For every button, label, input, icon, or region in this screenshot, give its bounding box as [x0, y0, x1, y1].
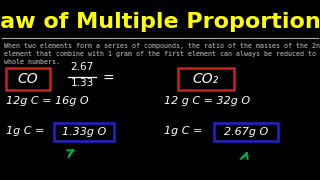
- Bar: [6, 68, 50, 90]
- Text: 2.67g O: 2.67g O: [224, 127, 268, 137]
- Text: 1.33: 1.33: [70, 78, 94, 88]
- Text: 1g C =: 1g C =: [6, 126, 48, 136]
- Text: When two elements form a series of compounds, the ratio of the masses of the 2nd: When two elements form a series of compo…: [4, 43, 320, 49]
- Text: 12 g C = 32g O: 12 g C = 32g O: [164, 96, 250, 106]
- Text: 12g C = 16g O: 12g C = 16g O: [6, 96, 89, 106]
- Bar: [214, 123, 278, 141]
- Text: 1.33g O: 1.33g O: [62, 127, 106, 137]
- Text: CO₂: CO₂: [193, 72, 219, 86]
- Text: 2.67: 2.67: [70, 62, 94, 72]
- Bar: [178, 68, 234, 90]
- Text: CO: CO: [18, 72, 38, 86]
- Text: 1g C =: 1g C =: [164, 126, 206, 136]
- Text: Law of Multiple Proportions: Law of Multiple Proportions: [0, 12, 320, 32]
- Text: =: =: [102, 72, 114, 86]
- Text: whole numbers.: whole numbers.: [4, 59, 60, 65]
- Text: element that combine with 1 gram of the first element can always be reduced to s: element that combine with 1 gram of the …: [4, 51, 320, 57]
- Bar: [54, 123, 114, 141]
